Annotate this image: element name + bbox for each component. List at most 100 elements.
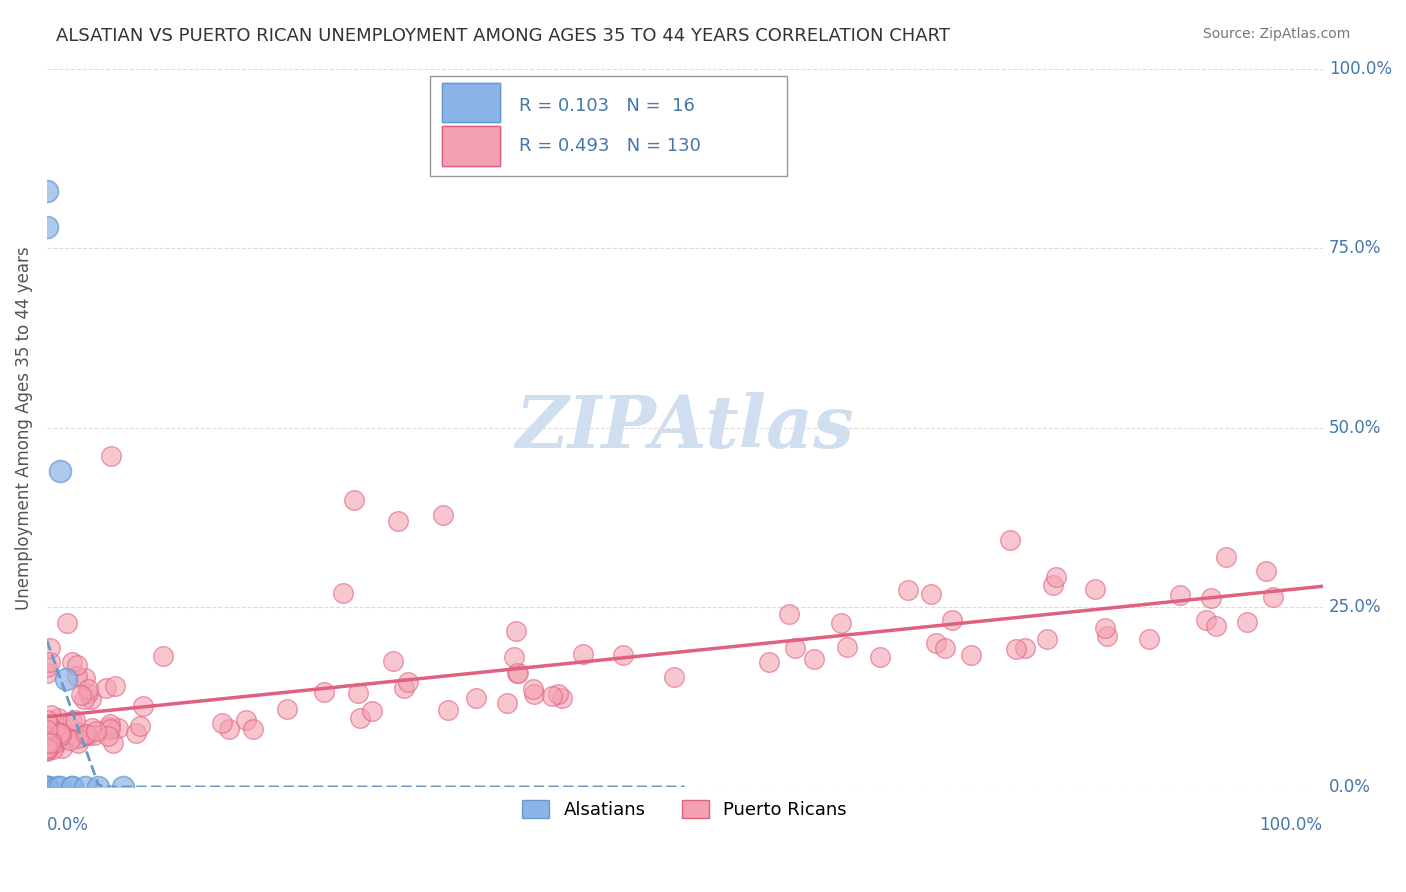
Point bbox=[62, 729, 84, 743]
Point bbox=[46, 710, 69, 724]
Point bbox=[396, 674, 419, 689]
Point bbox=[508, 666, 530, 681]
Point bbox=[998, 533, 1021, 548]
Point bbox=[83, 728, 105, 742]
Point bbox=[66, 658, 89, 673]
Point bbox=[76, 686, 98, 700]
Point bbox=[381, 654, 404, 668]
Point bbox=[1036, 632, 1059, 647]
Point bbox=[1256, 565, 1278, 579]
Point bbox=[98, 717, 121, 731]
Point bbox=[128, 719, 150, 733]
Point bbox=[35, 780, 58, 794]
Point bbox=[505, 624, 527, 638]
Point bbox=[37, 738, 59, 752]
Point bbox=[49, 725, 72, 739]
Point bbox=[48, 780, 70, 794]
Point bbox=[1205, 618, 1227, 632]
Point bbox=[51, 741, 73, 756]
Point bbox=[436, 703, 458, 717]
Point bbox=[112, 780, 135, 794]
FancyBboxPatch shape bbox=[443, 126, 499, 166]
Point bbox=[84, 723, 107, 738]
Point bbox=[103, 736, 125, 750]
Point bbox=[35, 659, 58, 673]
Point bbox=[758, 656, 780, 670]
Point bbox=[97, 729, 120, 743]
Point bbox=[1095, 629, 1118, 643]
Point bbox=[125, 725, 148, 739]
Point bbox=[38, 656, 60, 670]
Point bbox=[523, 687, 546, 701]
Point bbox=[60, 722, 83, 736]
Point bbox=[276, 702, 298, 716]
Point bbox=[830, 615, 852, 630]
Point bbox=[73, 691, 96, 706]
Point bbox=[46, 780, 69, 794]
Point bbox=[778, 607, 800, 622]
Point bbox=[360, 704, 382, 718]
Point bbox=[35, 780, 58, 794]
Point bbox=[41, 708, 63, 723]
Point bbox=[77, 728, 100, 742]
Text: R = 0.493   N = 130: R = 0.493 N = 130 bbox=[519, 133, 700, 152]
Point bbox=[49, 726, 72, 740]
Text: 100.0%: 100.0% bbox=[1260, 815, 1323, 834]
Text: 100.0%: 100.0% bbox=[1329, 60, 1392, 78]
Text: R = 0.493   N = 130: R = 0.493 N = 130 bbox=[519, 136, 700, 155]
Point bbox=[100, 723, 122, 737]
Point bbox=[100, 450, 122, 464]
Point bbox=[1195, 613, 1218, 627]
Point bbox=[662, 670, 685, 684]
Text: 25.0%: 25.0% bbox=[1329, 599, 1382, 616]
Point bbox=[1004, 641, 1026, 656]
Legend: Alsatians, Puerto Ricans: Alsatians, Puerto Ricans bbox=[513, 791, 856, 828]
Point bbox=[522, 682, 544, 697]
Point bbox=[432, 508, 454, 522]
Point bbox=[920, 587, 942, 601]
Point bbox=[496, 696, 519, 710]
Point bbox=[1199, 591, 1222, 605]
Point bbox=[959, 648, 981, 662]
Point bbox=[342, 492, 364, 507]
FancyBboxPatch shape bbox=[443, 83, 499, 122]
Point bbox=[506, 665, 529, 680]
Point bbox=[75, 727, 97, 741]
Point bbox=[42, 742, 65, 756]
Point bbox=[37, 744, 59, 758]
Point bbox=[37, 741, 59, 756]
Point bbox=[1045, 570, 1067, 584]
Point bbox=[39, 640, 62, 655]
Point bbox=[60, 780, 83, 794]
Point bbox=[349, 711, 371, 725]
Point bbox=[98, 720, 121, 734]
Point bbox=[934, 641, 956, 656]
Point bbox=[211, 716, 233, 731]
Point bbox=[1139, 632, 1161, 646]
Point bbox=[80, 692, 103, 706]
Point bbox=[67, 736, 90, 750]
Point bbox=[35, 666, 58, 681]
Point bbox=[332, 586, 354, 600]
Point bbox=[55, 672, 77, 686]
Point bbox=[60, 655, 83, 669]
Point bbox=[218, 722, 240, 736]
Point bbox=[73, 729, 96, 743]
Point bbox=[48, 730, 70, 744]
Point bbox=[45, 734, 67, 748]
Point bbox=[387, 514, 409, 528]
Point bbox=[35, 780, 58, 794]
Text: 0.0%: 0.0% bbox=[46, 815, 89, 834]
Point bbox=[62, 714, 84, 728]
Point bbox=[107, 721, 129, 735]
Point bbox=[66, 731, 89, 745]
Point bbox=[35, 734, 58, 748]
Point bbox=[59, 732, 82, 747]
Point bbox=[38, 736, 60, 750]
Text: ALSATIAN VS PUERTO RICAN UNEMPLOYMENT AMONG AGES 35 TO 44 YEARS CORRELATION CHAR: ALSATIAN VS PUERTO RICAN UNEMPLOYMENT AM… bbox=[56, 27, 950, 45]
Point bbox=[1168, 588, 1191, 602]
Point bbox=[464, 690, 486, 705]
Point bbox=[1042, 577, 1064, 591]
Point bbox=[35, 780, 58, 794]
Point bbox=[37, 716, 59, 731]
